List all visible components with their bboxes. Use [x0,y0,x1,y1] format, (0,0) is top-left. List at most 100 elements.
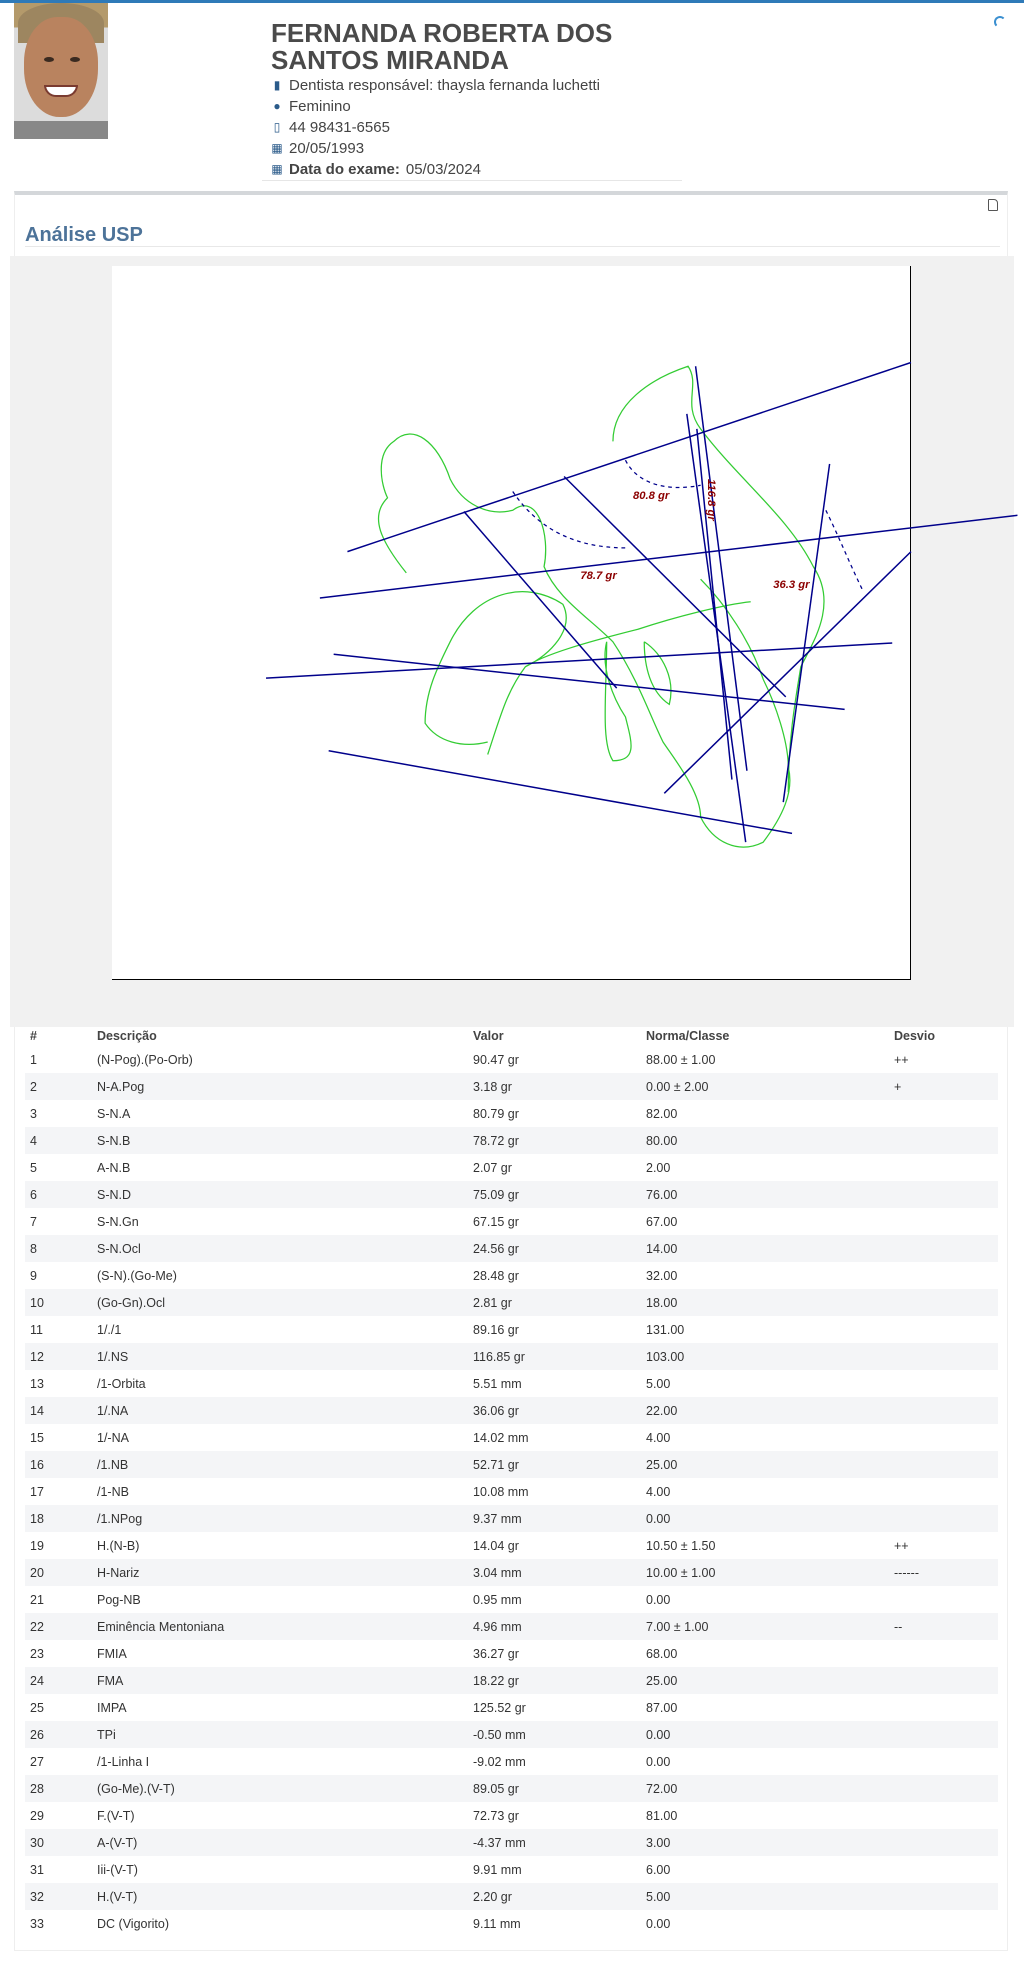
table-row: 23 FMIA 36.27 gr 68.00 [25,1640,998,1667]
row-deviation [889,1721,998,1748]
row-description: (Go-Me).(V-T) [97,1781,175,1796]
row-value: 89.16 gr [473,1322,519,1337]
row-number: 22 [30,1619,44,1634]
user-icon: ● [273,99,281,113]
row-deviation [889,1343,998,1370]
row-deviation [889,1586,998,1613]
row-description: TPi [97,1727,116,1742]
row-value: 36.06 gr [473,1403,519,1418]
table-row: 5 A-N.B 2.07 gr 2.00 [25,1154,998,1181]
row-value: 3.18 gr [473,1079,512,1094]
row-norm: 5.00 [646,1376,671,1391]
header-number: # [30,1029,37,1043]
row-value: -9.02 mm [473,1754,526,1769]
row-number: 15 [30,1430,44,1445]
row-deviation [889,1154,998,1181]
row-description: Eminência Mentoniana [97,1619,225,1634]
table-row: 28 (Go-Me).(V-T) 89.05 gr 72.00 [25,1775,998,1802]
row-description: S-N.D [97,1187,132,1202]
row-deviation [889,1640,998,1667]
row-norm: 0.00 [646,1592,671,1607]
document-icon[interactable] [988,199,998,211]
table-row: 8 S-N.Ocl 24.56 gr 14.00 [25,1235,998,1262]
table-row: 10 (Go-Gn).Ocl 2.81 gr 18.00 [25,1289,998,1316]
row-description: FMA [97,1673,124,1688]
row-norm: 67.00 [646,1214,678,1229]
row-deviation [889,1397,998,1424]
row-norm: 0.00 [646,1916,671,1931]
row-number: 13 [30,1376,44,1391]
table-row: 25 IMPA 125.52 gr 87.00 [25,1694,998,1721]
table-row: 32 H.(V-T) 2.20 gr 5.00 [25,1883,998,1910]
gender-info: ● Feminino [271,96,350,116]
table-row: 6 S-N.D 75.09 gr 76.00 [25,1181,998,1208]
row-number: 31 [30,1862,44,1877]
header-value: Valor [473,1029,504,1043]
row-description: 1/.NS [97,1349,129,1364]
dentist-info: ▮ Dentista responsável: thaysla fernanda … [271,75,600,95]
row-value: 9.37 mm [473,1511,522,1526]
row-deviation [889,1451,998,1478]
row-number: 6 [30,1187,37,1202]
row-value: 67.15 gr [473,1214,519,1229]
row-deviation [889,1370,998,1397]
row-deviation: -- [894,1619,903,1634]
row-number: 8 [30,1241,37,1256]
birthdate-text: 20/05/1993 [289,139,365,157]
table-row: 14 1/.NA 36.06 gr 22.00 [25,1397,998,1424]
row-number: 12 [30,1349,44,1364]
row-number: 23 [30,1646,44,1661]
table-row: 2 N-A.Pog 3.18 gr 0.00 ± 2.00 + [25,1073,998,1100]
row-norm: 25.00 [646,1673,678,1688]
row-value: 5.51 mm [473,1376,522,1391]
row-norm: 6.00 [646,1862,671,1877]
section-title: Análise USP [25,224,143,246]
row-deviation [889,1505,998,1532]
row-description: S-N.Ocl [97,1241,141,1256]
row-norm: 68.00 [646,1646,678,1661]
row-norm: 4.00 [646,1430,671,1445]
divider [262,180,682,181]
loading-spinner-icon [994,16,1006,28]
row-value: 9.91 mm [473,1862,522,1877]
row-number: 27 [30,1754,44,1769]
row-description: H.(N-B) [97,1538,140,1553]
row-description: H.(V-T) [97,1889,138,1904]
row-norm: 2.00 [646,1160,671,1175]
row-number: 19 [30,1538,44,1553]
row-number: 4 [30,1133,37,1148]
row-value: 36.27 gr [473,1646,519,1661]
row-deviation: ++ [894,1052,909,1067]
row-value: 2.20 gr [473,1889,512,1904]
row-value: 52.71 gr [473,1457,519,1472]
header-description: Descrição [97,1029,157,1043]
tracing-label-ns: 116.8 gr [705,479,717,521]
row-deviation [889,1694,998,1721]
row-value: 2.81 gr [473,1295,512,1310]
row-description: Pog-NB [97,1592,141,1607]
row-number: 3 [30,1106,37,1121]
row-norm: 76.00 [646,1187,678,1202]
row-deviation [889,1424,998,1451]
phone-text: 44 98431-6565 [289,118,390,136]
row-norm: 32.00 [646,1268,678,1283]
row-norm: 0.00 [646,1754,671,1769]
table-row: 4 S-N.B 78.72 gr 80.00 [25,1127,998,1154]
table-row: 1 (N-Pog).(Po-Orb) 90.47 gr 88.00 ± 1.00 ++ [25,1046,998,1073]
exam-date-info: ▦ Data do exame: 05/03/2024 [271,159,481,179]
table-row: 33 DC (Vigorito) 9.11 mm 0.00 [25,1910,998,1937]
table-row: 22 Eminência Mentoniana 4.96 mm 7.00 ± 1.00… [25,1613,998,1640]
row-deviation [889,1127,998,1154]
table-row: 12 1/.NS 116.85 gr 103.00 [25,1343,998,1370]
row-norm: 14.00 [646,1241,678,1256]
row-number: 29 [30,1808,44,1823]
table-row: 13/1-Orbita 5.51 mm 5.00 [25,1370,998,1397]
row-description: IMPA [97,1700,127,1715]
row-deviation [889,1910,998,1937]
row-norm: 0.00 [646,1727,671,1742]
row-deviation [889,1316,998,1343]
row-description: S-N.Gn [97,1214,139,1229]
calendar-icon: ▦ [271,141,283,155]
calendar-icon: ▦ [271,162,283,176]
row-description: H-Nariz [97,1565,140,1580]
